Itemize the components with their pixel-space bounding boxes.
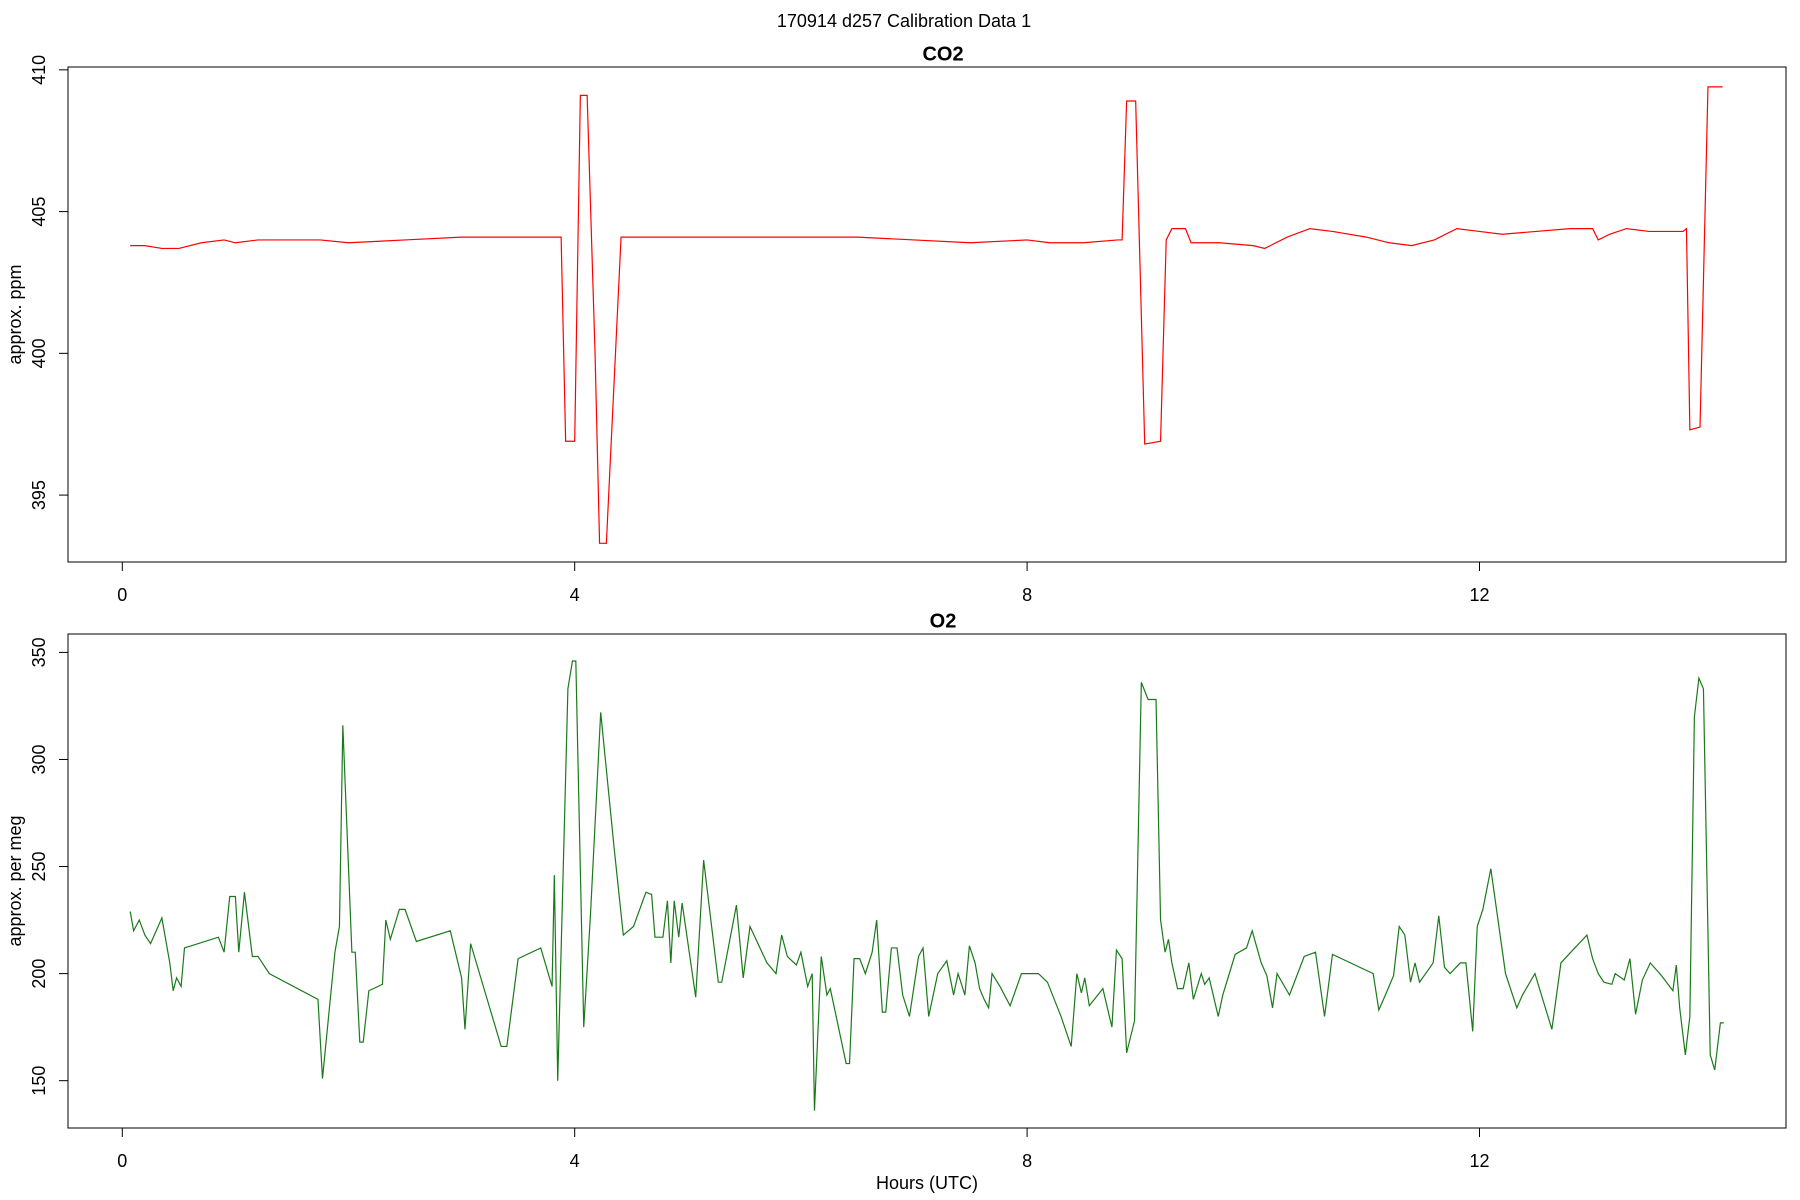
y-tick-label: 200 [29, 959, 49, 989]
y-tick-label: 405 [29, 197, 49, 227]
plot-frame [67, 66, 1787, 563]
y-tick-label: 150 [29, 1066, 49, 1096]
data-line [129, 660, 1724, 1111]
y-axis-label: approx. ppm [5, 264, 25, 364]
x-axis-label: Hours (UTC) [876, 1173, 978, 1193]
y-axis-label: approx. per meg [5, 815, 25, 946]
y-tick-label: 250 [29, 852, 49, 882]
panel-title: O2 [930, 610, 957, 632]
x-tick-label: 8 [1022, 585, 1032, 605]
x-tick-label: 8 [1022, 1151, 1032, 1171]
y-tick-label: 400 [29, 338, 49, 368]
y-tick-label: 350 [29, 637, 49, 667]
x-tick-label: 4 [570, 585, 580, 605]
panel-title: CO2 [922, 43, 963, 65]
x-tick-label: 0 [117, 1151, 127, 1171]
figure-title: 170914 d257 Calibration Data 1 [777, 11, 1031, 31]
plot-frame [67, 633, 1787, 1129]
x-tick-label: 0 [117, 585, 127, 605]
y-tick-label: 410 [29, 55, 49, 85]
y-tick-label: 395 [29, 480, 49, 510]
y-tick-label: 300 [29, 744, 49, 774]
x-tick-label: 12 [1469, 1151, 1489, 1171]
x-tick-label: 12 [1469, 585, 1489, 605]
data-line [130, 86, 1723, 544]
x-tick-label: 4 [570, 1151, 580, 1171]
